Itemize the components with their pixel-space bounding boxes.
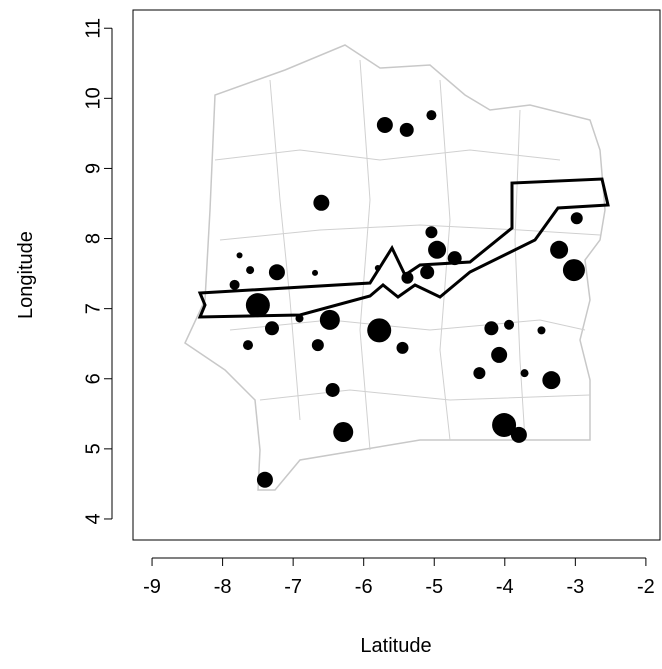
point [295,314,304,323]
point [242,340,253,351]
x-tick-label: -5 [425,576,443,598]
point [562,259,585,282]
point [425,226,438,239]
plot-frame [132,9,661,541]
point [504,319,515,330]
point [245,293,270,318]
y-tick-label: 8 [82,233,104,244]
point [312,269,319,276]
point [229,279,240,290]
point [537,326,546,335]
point [311,339,324,352]
x-tick-label: -4 [496,576,514,598]
y-tick-label: 11 [82,18,104,39]
point [542,371,561,390]
boundary-band [197,177,610,319]
x-tick-label: -8 [214,576,232,598]
y-tick-label: 7 [82,303,104,314]
point [570,212,583,225]
point [491,346,508,363]
x-tick-label: -7 [284,576,302,598]
point [376,116,393,133]
point [256,471,273,488]
point [319,309,340,330]
y-tick-label: 5 [82,443,104,454]
point [333,422,354,443]
point [520,369,529,378]
point [374,264,381,271]
point [313,194,330,211]
point [447,251,462,266]
point [426,110,437,121]
x-tick-label: -9 [143,576,161,598]
point [484,321,499,336]
country-outline [184,44,606,491]
point [396,341,409,354]
point [264,321,279,336]
y-tick-label: 6 [82,373,104,384]
point [325,382,340,397]
point [367,318,392,343]
point [399,122,414,137]
y-tick-label: 10 [82,87,104,109]
point [473,367,486,380]
point [401,271,414,284]
point [246,266,255,275]
x-tick-label: -6 [355,576,373,598]
point [420,265,435,280]
y-tick-label: 9 [82,163,104,174]
point [268,264,285,281]
y-tick-label: 4 [82,513,104,524]
point [510,426,527,443]
point [236,252,243,259]
district-lines [214,59,601,451]
y-axis-label: Longitude [15,231,37,319]
x-axis-label: Latitude [360,635,431,657]
point [428,240,447,259]
x-tick-label: -3 [566,576,584,598]
point [492,413,517,438]
point [550,240,569,259]
x-tick-label: -2 [637,576,655,598]
